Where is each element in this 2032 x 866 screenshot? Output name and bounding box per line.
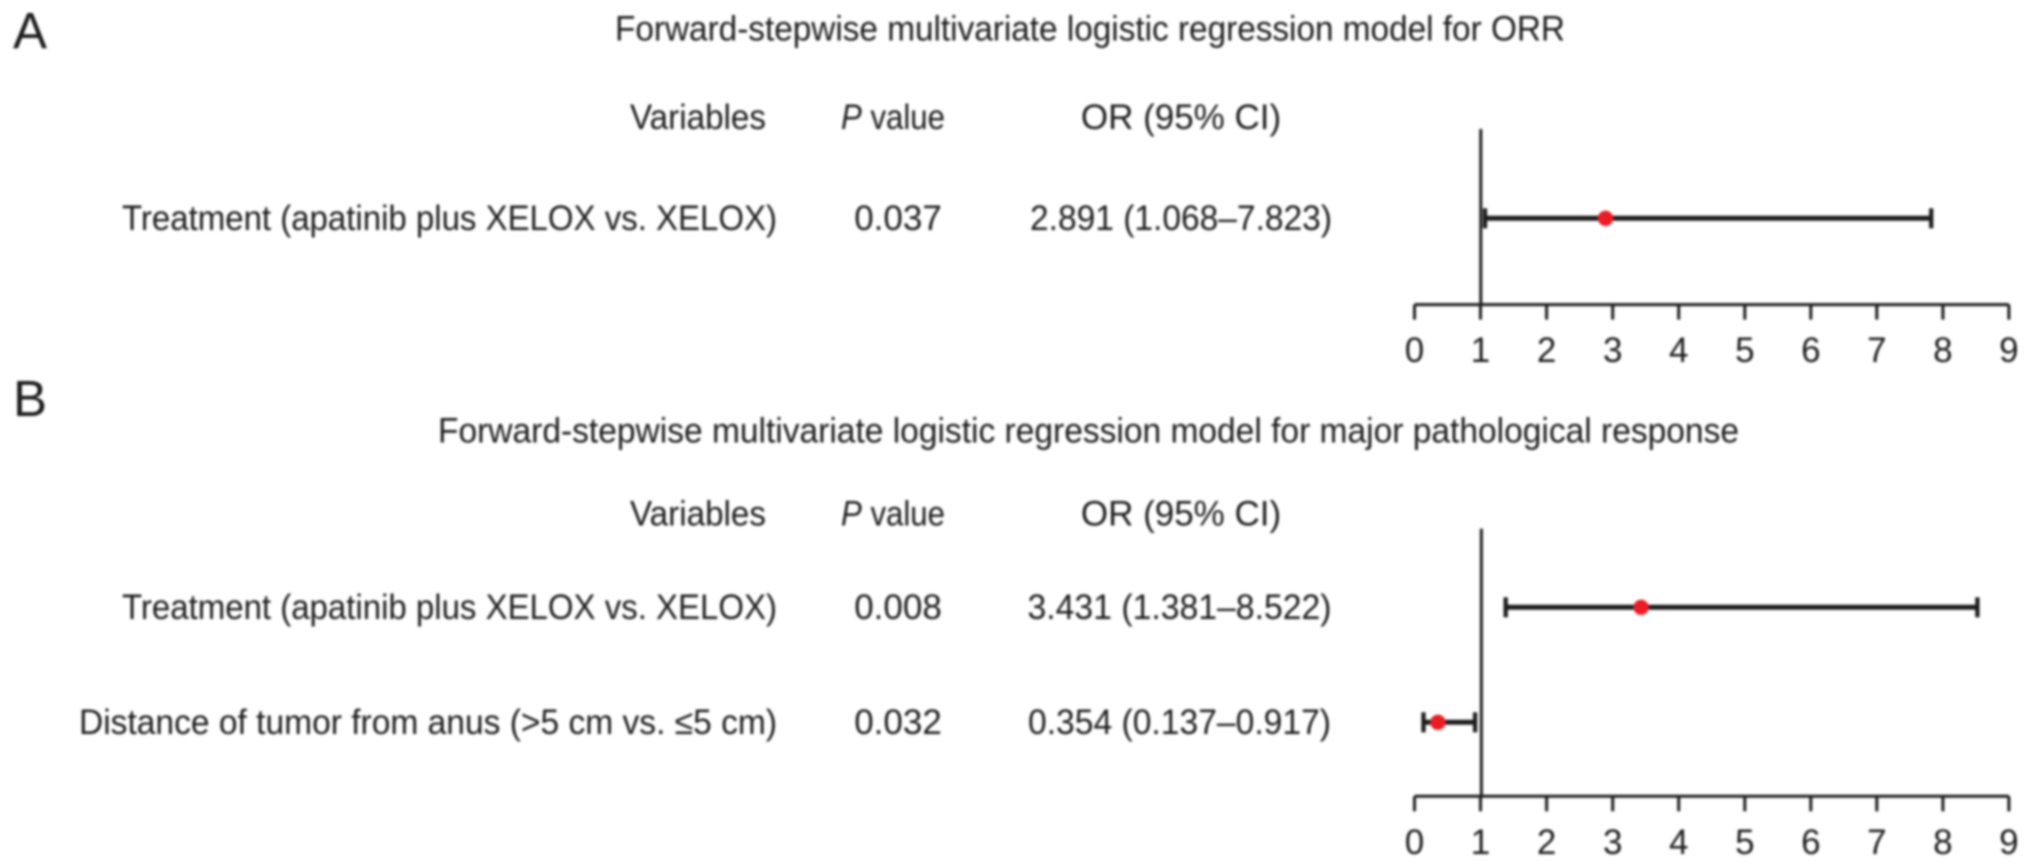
svg-text:9: 9 bbox=[1999, 823, 2018, 862]
svg-text:0: 0 bbox=[1405, 331, 1424, 370]
svg-text:Variables: Variables bbox=[630, 98, 766, 137]
svg-text:6: 6 bbox=[1801, 823, 1820, 862]
svg-text:Treatment (apatinib plus XELOX: Treatment (apatinib plus XELOX vs. XELOX… bbox=[122, 588, 777, 627]
svg-text:4: 4 bbox=[1669, 823, 1688, 862]
svg-text:7: 7 bbox=[1867, 823, 1886, 862]
svg-text:7: 7 bbox=[1867, 331, 1886, 370]
svg-text:3: 3 bbox=[1603, 331, 1622, 370]
svg-text:Variables: Variables bbox=[630, 494, 766, 533]
svg-text:4: 4 bbox=[1669, 331, 1688, 370]
svg-text:P value: P value bbox=[841, 98, 945, 137]
svg-text:2.891 (1.068–7.823): 2.891 (1.068–7.823) bbox=[1030, 199, 1332, 238]
svg-text:Treatment (apatinib plus XELOX: Treatment (apatinib plus XELOX vs. XELOX… bbox=[122, 199, 777, 238]
svg-text:3.431 (1.381–8.522): 3.431 (1.381–8.522) bbox=[1028, 588, 1332, 627]
svg-text:A: A bbox=[13, 3, 47, 60]
svg-text:Forward-stepwise multivariate: Forward-stepwise multivariate logistic r… bbox=[615, 10, 1565, 49]
svg-text:OR (95% CI): OR (95% CI) bbox=[1081, 494, 1281, 533]
svg-text:0.008: 0.008 bbox=[854, 588, 942, 627]
svg-text:0: 0 bbox=[1405, 823, 1424, 862]
svg-text:Forward-stepwise multivariate: Forward-stepwise multivariate logistic r… bbox=[438, 411, 1739, 450]
svg-text:6: 6 bbox=[1801, 331, 1820, 370]
svg-text:1: 1 bbox=[1471, 331, 1490, 370]
svg-text:9: 9 bbox=[1999, 331, 2018, 370]
svg-text:OR (95% CI): OR (95% CI) bbox=[1081, 98, 1281, 137]
svg-text:5: 5 bbox=[1735, 331, 1754, 370]
svg-text:0.037: 0.037 bbox=[854, 199, 942, 238]
svg-text:0.032: 0.032 bbox=[854, 703, 942, 742]
svg-text:B: B bbox=[13, 370, 47, 427]
svg-text:1: 1 bbox=[1471, 823, 1490, 862]
svg-text:2: 2 bbox=[1537, 331, 1556, 370]
svg-text:Distance of tumor from anus (>: Distance of tumor from anus (>5 cm vs. ≤… bbox=[79, 703, 777, 742]
svg-text:3: 3 bbox=[1603, 823, 1622, 862]
svg-text:8: 8 bbox=[1933, 823, 1952, 862]
svg-text:5: 5 bbox=[1735, 823, 1754, 862]
svg-text:2: 2 bbox=[1537, 823, 1556, 862]
svg-text:0.354 (0.137–0.917): 0.354 (0.137–0.917) bbox=[1028, 703, 1331, 742]
svg-text:8: 8 bbox=[1933, 331, 1952, 370]
svg-text:P value: P value bbox=[841, 494, 945, 533]
